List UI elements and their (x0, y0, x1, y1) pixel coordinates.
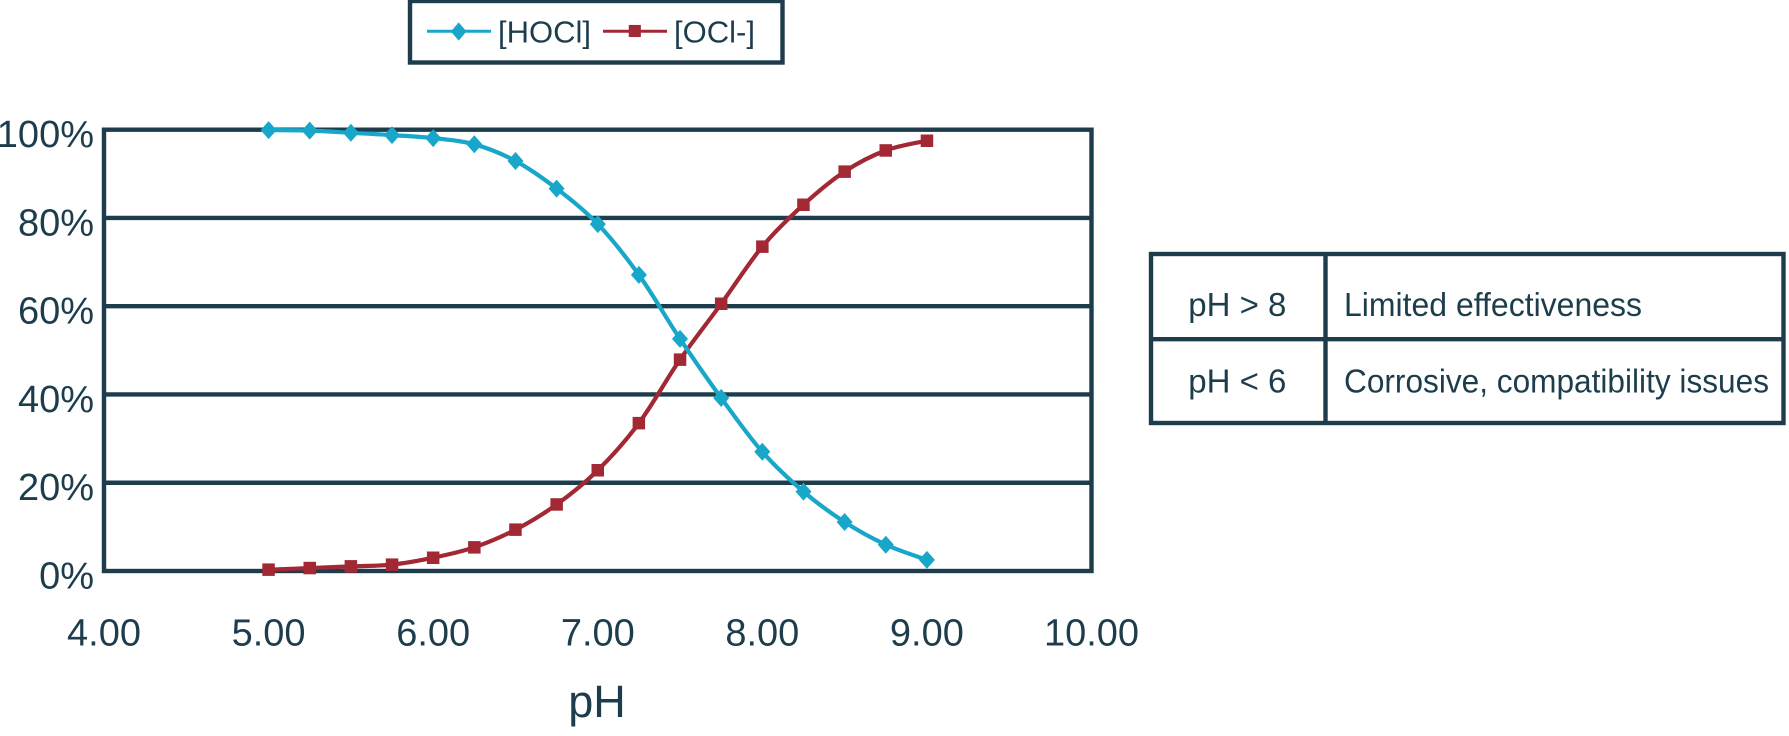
svg-text:pH < 6: pH < 6 (1188, 362, 1286, 399)
svg-text:5.00: 5.00 (232, 613, 306, 655)
svg-text:[HOCl]: [HOCl] (498, 15, 591, 50)
svg-text:[OCl-]: [OCl-] (674, 15, 755, 50)
svg-text:0%: 0% (39, 555, 94, 597)
svg-text:pH: pH (568, 676, 626, 727)
svg-text:80%: 80% (18, 202, 94, 244)
svg-text:4.00: 4.00 (67, 613, 141, 655)
svg-text:Limited effectiveness: Limited effectiveness (1344, 286, 1642, 323)
svg-text:20%: 20% (18, 467, 94, 509)
svg-text:40%: 40% (18, 379, 94, 421)
svg-text:100%: 100% (0, 114, 94, 156)
svg-text:8.00: 8.00 (725, 613, 799, 655)
svg-text:7.00: 7.00 (561, 613, 635, 655)
svg-text:10.00: 10.00 (1044, 613, 1139, 655)
svg-text:9.00: 9.00 (890, 613, 964, 655)
svg-text:Corrosive, compatibility issue: Corrosive, compatibility issues (1344, 362, 1769, 399)
svg-text:6.00: 6.00 (396, 613, 470, 655)
svg-text:60%: 60% (18, 291, 94, 333)
svg-text:pH > 8: pH > 8 (1188, 286, 1286, 323)
